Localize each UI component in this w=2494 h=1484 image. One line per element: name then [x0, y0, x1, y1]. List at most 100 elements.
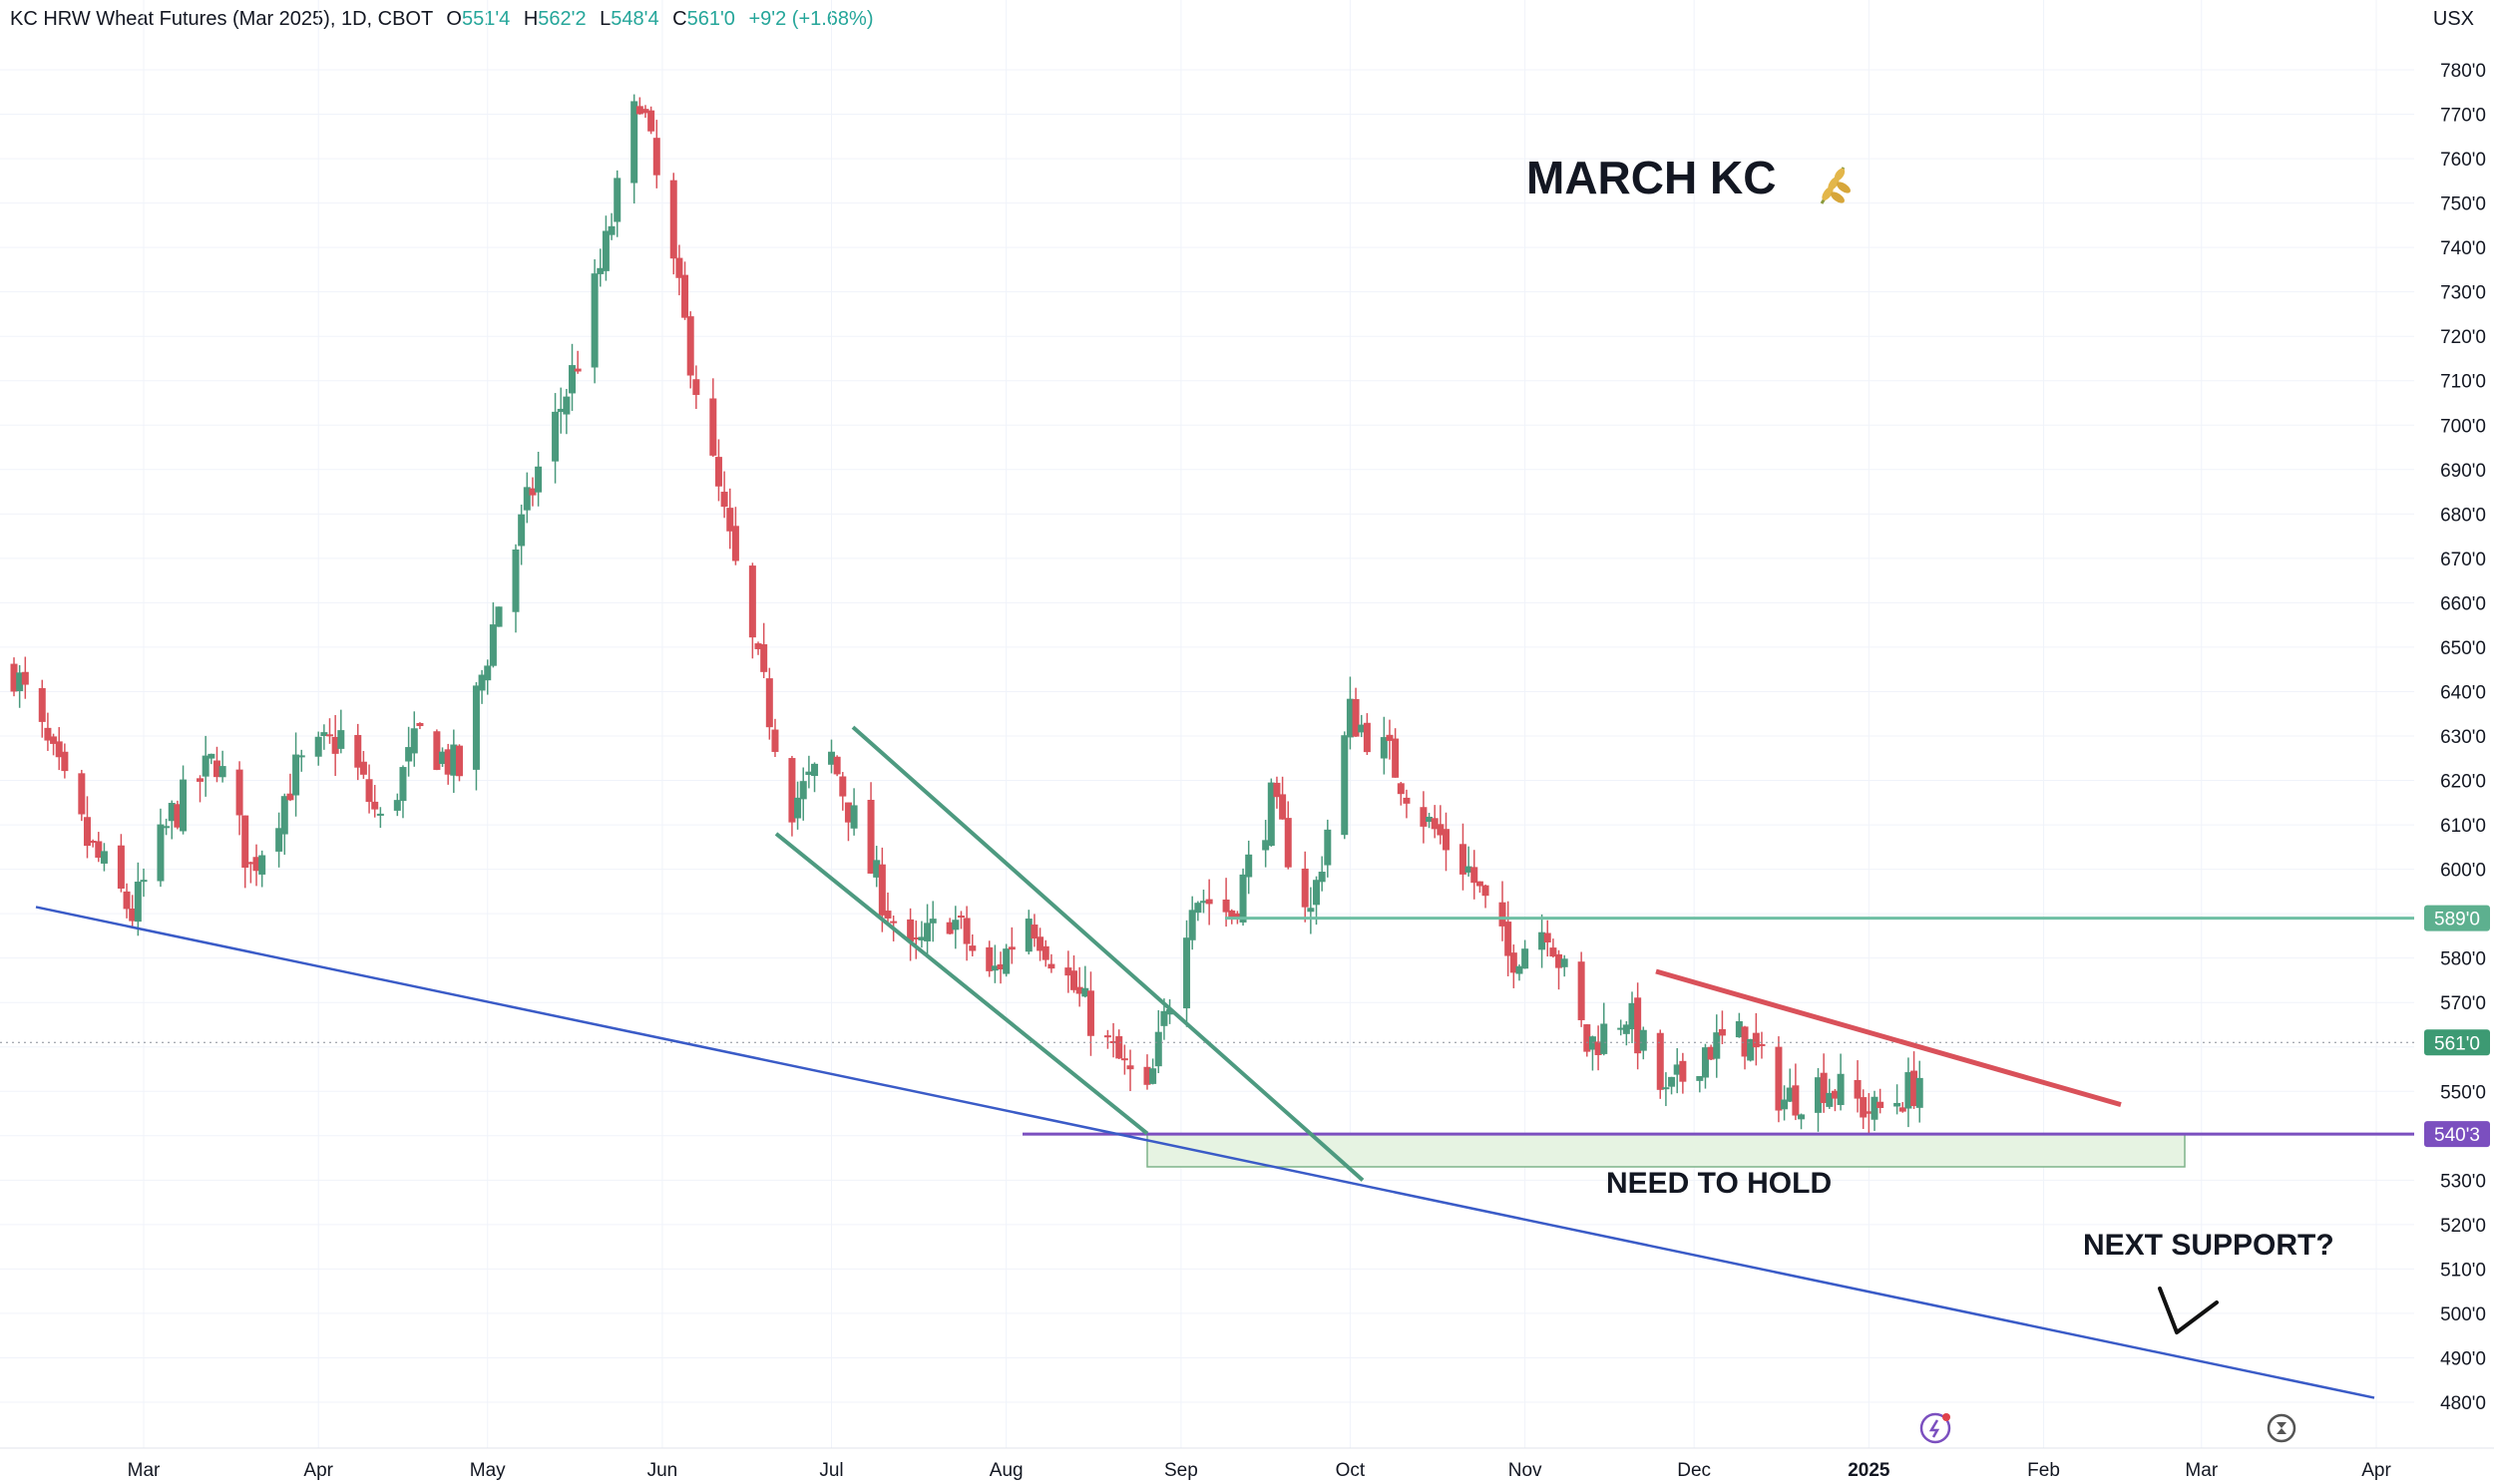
y-tick-label: 620'0: [2440, 772, 2486, 793]
candle-body: [1752, 1032, 1760, 1048]
time-axis[interactable]: Mar Apr May Jun Jul Aug Sep Oct Nov Dec 2025 Feb Mar…: [0, 1447, 2494, 1481]
y-tick-label: 760'0: [2440, 150, 2486, 171]
x-tick-label: Nov: [1508, 1460, 1542, 1481]
candle-body: [1781, 1099, 1789, 1110]
candle-body: [241, 815, 249, 869]
candle-body: [292, 754, 300, 796]
candle-body: [1600, 1023, 1608, 1054]
y-tick-label: 500'0: [2440, 1304, 2486, 1325]
x-tick-label: Dec: [1677, 1460, 1711, 1481]
candle-body: [16, 672, 24, 692]
candle-body: [1910, 1070, 1918, 1107]
candle-body: [1498, 902, 1506, 927]
candle-body: [393, 800, 401, 811]
candle-body: [844, 802, 852, 823]
candle-body: [1324, 829, 1332, 866]
candle-body: [405, 747, 413, 762]
y-tick-label: 640'0: [2440, 682, 2486, 703]
candle-body: [1656, 1032, 1664, 1090]
candle-body: [286, 793, 294, 801]
candle-body: [10, 663, 18, 692]
candle-body: [197, 778, 205, 782]
x-tick-label: Jun: [647, 1460, 678, 1481]
candle-body: [512, 549, 520, 612]
low-value: 548'4: [611, 8, 659, 30]
y-tick-label: 740'0: [2440, 238, 2486, 259]
candle-body: [805, 771, 813, 775]
candle-body: [1041, 945, 1049, 960]
candle-body: [1431, 818, 1439, 830]
candle-body: [1509, 952, 1517, 973]
x-tick-label: Mar: [2185, 1460, 2218, 1481]
candle-body: [1358, 724, 1366, 733]
candle-body: [552, 411, 560, 462]
alert-icon[interactable]: [1919, 1412, 1951, 1444]
timer-icon[interactable]: [2267, 1413, 2296, 1443]
candle-body: [867, 799, 875, 874]
high-label: H: [523, 8, 539, 30]
candle-body: [1154, 1031, 1162, 1067]
y-tick-label: 610'0: [2440, 816, 2486, 837]
trendline-red: [1655, 968, 2122, 1108]
x-tick-label: 2025: [1848, 1460, 1890, 1481]
candle-body: [997, 963, 1005, 970]
x-tick-label: Oct: [1336, 1460, 1366, 1481]
candle-body: [1577, 961, 1585, 1020]
candle-body: [969, 945, 977, 951]
candle-body: [714, 457, 722, 487]
candle-body: [455, 745, 463, 777]
candle-body: [1047, 963, 1055, 969]
candle-body: [134, 882, 142, 923]
candle-body: [235, 769, 243, 816]
candle-body: [681, 274, 689, 318]
support-price-label: 540'3: [2434, 1125, 2480, 1146]
candle-body: [1815, 1077, 1822, 1113]
candle-body: [1504, 922, 1512, 956]
candle-body: [574, 368, 582, 372]
need-to-hold-label: NEED TO HOLD: [1606, 1167, 1832, 1200]
candle-body: [602, 230, 610, 271]
y-tick-label: 630'0: [2440, 727, 2486, 748]
candle-body: [1143, 1066, 1151, 1085]
candle-body: [1870, 1096, 1878, 1120]
candle-body: [641, 109, 649, 114]
candle-body: [1735, 1021, 1743, 1038]
candle-body: [1865, 1111, 1872, 1114]
currency-unit[interactable]: USX: [2432, 8, 2474, 30]
candle-body: [1160, 1010, 1168, 1026]
y-tick-label: 700'0: [2440, 416, 2486, 437]
candle-body: [771, 729, 779, 752]
candle-body: [709, 398, 717, 456]
candle-body: [1521, 948, 1529, 969]
candle-body: [1622, 1024, 1630, 1034]
candle-body: [208, 753, 215, 759]
candle-body: [1831, 1090, 1839, 1099]
candle-body: [1876, 1101, 1884, 1108]
x-tick-label: Sep: [1164, 1460, 1198, 1481]
candle-body: [1617, 1027, 1625, 1030]
candle-body: [1538, 931, 1546, 950]
candle-body: [61, 751, 69, 772]
open-value: 551'4: [461, 8, 511, 30]
candle-body: [1352, 698, 1360, 737]
drawings: [0, 725, 2414, 1399]
candle-body: [811, 763, 819, 777]
candle-body: [1380, 737, 1388, 759]
candle-body: [924, 923, 932, 941]
candle-body: [884, 911, 892, 919]
candle-body: [359, 761, 367, 775]
price-axis[interactable]: 780'0 770'0 760'0 750'0 740'0 730'0 720'0 710'0…: [2424, 61, 2490, 1414]
candle-body: [1588, 1036, 1596, 1050]
candle-body: [50, 736, 58, 744]
candle-body: [399, 767, 407, 802]
candle-body: [557, 408, 565, 413]
candle-body: [1228, 910, 1236, 919]
candle-body: [1075, 986, 1083, 994]
y-tick-label: 580'0: [2440, 949, 2486, 970]
candle-body: [21, 671, 29, 685]
candle-body: [1628, 1002, 1636, 1030]
candle-body: [1086, 990, 1094, 1036]
x-tick-label: Apr: [2361, 1460, 2391, 1481]
symbol-title[interactable]: KC HRW Wheat Futures (Mar 2025), 1D, CBO…: [10, 8, 433, 30]
